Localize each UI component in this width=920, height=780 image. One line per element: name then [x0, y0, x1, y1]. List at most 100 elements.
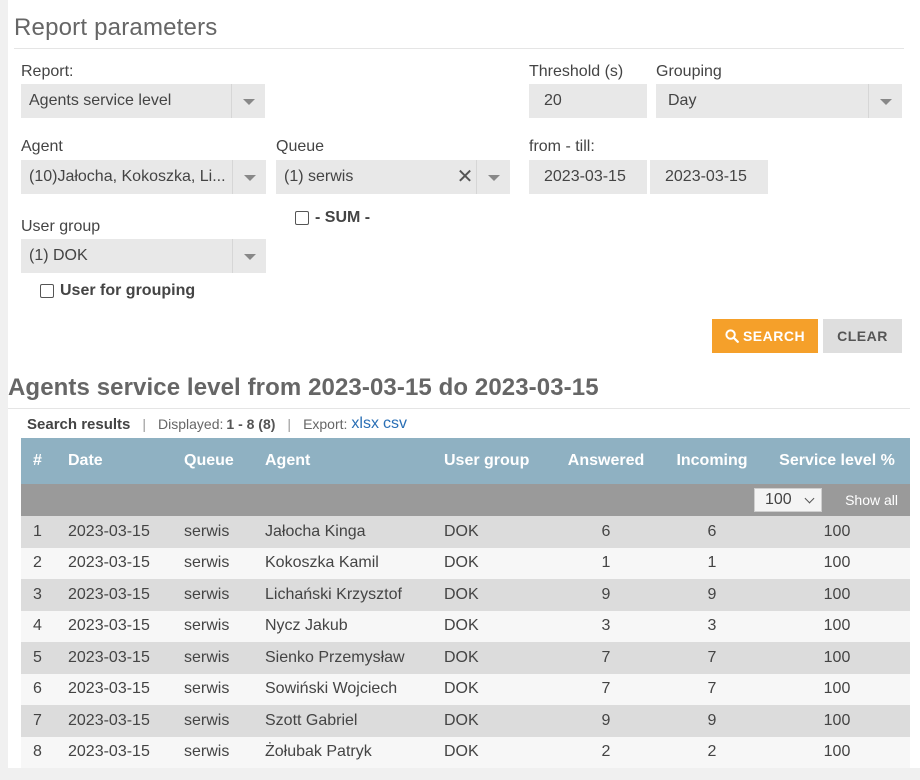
row-date: 2023-03-15 [68, 642, 184, 674]
show-all-link[interactable]: Show all [845, 492, 898, 508]
close-icon[interactable]: ✕ [456, 166, 474, 188]
chevron-down-icon[interactable] [231, 84, 265, 118]
row-queue: serwis [184, 705, 265, 737]
table-row: 8 2023-03-15 serwis Żołubak Patryk DOK 2 2 100 [21, 736, 910, 768]
sum-checkbox[interactable] [295, 211, 309, 225]
column-header-queue[interactable]: Queue [184, 438, 265, 484]
grouping-label: Grouping [656, 63, 722, 80]
row-answered: 2 [552, 736, 660, 768]
agent-select[interactable]: (10)Jałocha, Kokoszka, Li... [21, 160, 266, 194]
row-agent: Szott Gabriel [265, 705, 444, 737]
row-number: 1 [21, 516, 68, 548]
user-for-grouping-row[interactable]: User for grouping [40, 282, 195, 300]
divider [8, 408, 910, 409]
row-service-level: 100 [764, 610, 910, 642]
user-for-grouping-label: User for grouping [60, 282, 196, 299]
column-header-incoming[interactable]: Incoming [660, 438, 764, 484]
page-size-value: 100 [765, 491, 792, 508]
row-service-level: 100 [764, 642, 910, 674]
user-group-select[interactable]: (1) DOK [21, 239, 266, 273]
row-incoming: 3 [660, 610, 764, 642]
search-button[interactable]: SEARCH [712, 319, 818, 353]
row-number: 8 [21, 736, 68, 768]
page-title: Report parameters [14, 14, 218, 41]
user-for-grouping-checkbox[interactable] [40, 284, 54, 298]
date-till-input[interactable]: 2023-03-15 [650, 160, 768, 194]
grouping-select[interactable]: Day [656, 84, 902, 118]
page-size-select[interactable]: 100 [754, 488, 822, 512]
queue-label: Queue [276, 138, 325, 155]
row-user-group: DOK [444, 610, 552, 642]
column-header-service-level[interactable]: Service level % [764, 438, 910, 484]
queue-select[interactable]: (1) serwis ✕ [276, 160, 510, 194]
row-queue: serwis [184, 516, 265, 548]
page-edge [0, 0, 8, 780]
threshold-input[interactable]: 20 [529, 84, 647, 118]
grouping-select-value: Day [668, 92, 697, 109]
sum-label: - SUM - [315, 209, 371, 226]
results-title: Agents service level from 2023-03-15 do … [8, 374, 599, 401]
row-answered: 7 [552, 642, 660, 674]
column-header-answered[interactable]: Answered [552, 438, 660, 484]
table-header-row: # Date Queue Agent User group Answered I… [21, 438, 910, 484]
chevron-down-icon[interactable] [232, 160, 266, 194]
row-number: 3 [21, 579, 68, 611]
row-incoming: 1 [660, 547, 764, 579]
row-agent: Nycz Jakub [265, 610, 444, 642]
row-queue: serwis [184, 673, 265, 705]
from-till-label: from - till: [529, 138, 595, 155]
row-answered: 6 [552, 516, 660, 548]
table-row: 5 2023-03-15 serwis Sienko Przemysław DOK 7 7 1… [21, 642, 910, 674]
row-user-group: DOK [444, 736, 552, 768]
row-answered: 1 [552, 547, 660, 579]
table-row: 6 2023-03-15 serwis Sowiński Wojciech DOK 7 7 1… [21, 673, 910, 705]
sum-checkbox-row[interactable]: - SUM - [295, 209, 370, 227]
page-edge-bottom [0, 768, 920, 780]
user-group-select-value: (1) DOK [29, 247, 88, 264]
table-toolbar: 100 Show all [21, 484, 910, 516]
row-service-level: 100 [764, 673, 910, 705]
row-user-group: DOK [444, 579, 552, 611]
row-service-level: 100 [764, 547, 910, 579]
column-header-user-group[interactable]: User group [444, 438, 552, 484]
row-number: 7 [21, 705, 68, 737]
row-queue: serwis [184, 736, 265, 768]
chevron-down-icon[interactable] [232, 239, 266, 273]
row-number: 6 [21, 673, 68, 705]
chevron-down-icon[interactable] [476, 160, 510, 194]
row-queue: serwis [184, 642, 265, 674]
row-service-level: 100 [764, 705, 910, 737]
table-row: 3 2023-03-15 serwis Lichański Krzysztof DOK 9… [21, 579, 910, 611]
row-date: 2023-03-15 [68, 547, 184, 579]
export-label: Export: [303, 416, 348, 432]
row-user-group: DOK [444, 705, 552, 737]
clear-button[interactable]: CLEAR [823, 319, 902, 353]
displayed-count: 1 - 8 (8) [226, 416, 276, 432]
row-incoming: 7 [660, 673, 764, 705]
export-csv-link[interactable]: csv [382, 415, 407, 432]
column-header-agent[interactable]: Agent [265, 438, 444, 484]
export-xlsx-link[interactable]: xlsx [351, 415, 379, 432]
table-body: 1 2023-03-15 serwis Jałocha Kinga DOK 6 6 100 2 2… [21, 516, 910, 768]
agent-label: Agent [21, 138, 63, 155]
row-date: 2023-03-15 [68, 705, 184, 737]
report-select[interactable]: Agents service level [21, 84, 265, 118]
separator: | [287, 416, 292, 432]
row-date: 2023-03-15 [68, 736, 184, 768]
table-row: 7 2023-03-15 serwis Szott Gabriel DOK 9 9 100 [21, 705, 910, 737]
report-select-value: Agents service level [29, 92, 172, 109]
search-icon [725, 329, 739, 343]
row-user-group: DOK [444, 642, 552, 674]
column-header-number[interactable]: # [21, 438, 68, 484]
row-answered: 9 [552, 579, 660, 611]
results-meta: Search results | Displayed: 1 - 8 (8) | … [27, 415, 407, 433]
separator: | [142, 416, 147, 432]
date-from-input[interactable]: 2023-03-15 [529, 160, 647, 194]
row-queue: serwis [184, 547, 265, 579]
row-answered: 3 [552, 610, 660, 642]
column-header-date[interactable]: Date [68, 438, 184, 484]
search-button-label: SEARCH [742, 328, 806, 344]
chevron-down-icon[interactable] [868, 84, 902, 118]
row-date: 2023-03-15 [68, 610, 184, 642]
row-date: 2023-03-15 [68, 516, 184, 548]
